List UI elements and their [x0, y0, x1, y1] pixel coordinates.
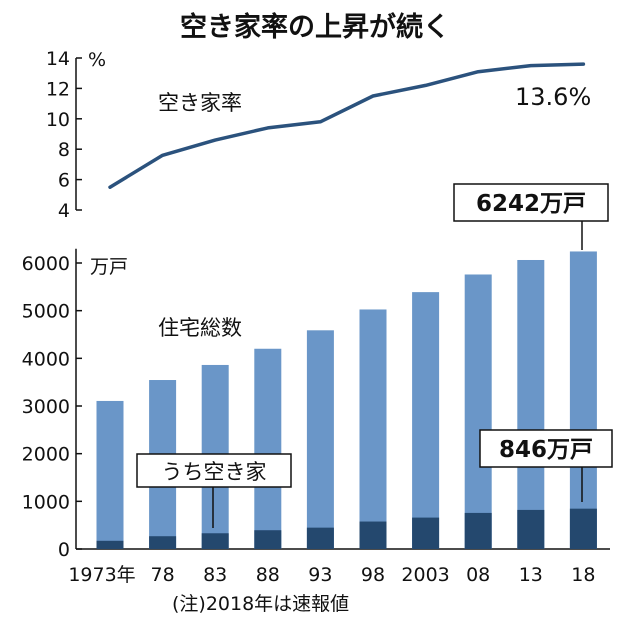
- x-tick-label: 13: [519, 564, 543, 586]
- x-tick-label: 2003: [401, 564, 449, 586]
- line-series-label: 空き家率: [158, 91, 242, 115]
- bar-vacant-1973: [96, 540, 124, 549]
- callout-vacant: 846万戸: [479, 429, 613, 502]
- bar-plot: [96, 251, 597, 549]
- line-y-tick-label: 14: [46, 48, 70, 70]
- line-series-path: [108, 62, 586, 189]
- bar-total-93: [306, 330, 334, 549]
- line-y-tick-label: 6: [58, 170, 70, 192]
- x-tick-label: 78: [151, 564, 175, 586]
- line-end-label: 13.6%: [515, 83, 591, 111]
- bar-vacant-93: [306, 527, 334, 549]
- bar-total-08: [464, 274, 492, 549]
- bar-series-total-label: 住宅総数: [158, 316, 242, 340]
- bar-y-tick-label: 1000: [22, 491, 70, 513]
- x-tick-label: 88: [256, 564, 280, 586]
- x-tick-label: 08: [466, 564, 490, 586]
- line-y-tick-label: 12: [46, 78, 70, 100]
- bar-y-tick-label: 3000: [22, 396, 70, 418]
- callout-total: 6242万戸: [453, 183, 609, 250]
- bar-vacant-88: [254, 530, 282, 549]
- line-y-tick-label: 8: [58, 139, 70, 161]
- footnote: (注)2018年は速報値: [172, 593, 349, 615]
- bar-y-tick-label: 4000: [22, 348, 70, 370]
- line-y-tick-label: 10: [46, 109, 70, 131]
- bar-vacant-2003: [412, 517, 440, 549]
- bar-total-13: [517, 259, 545, 549]
- bar-chart-y-axis: 0 1000 2000 3000 4000 5000 6000: [22, 248, 610, 561]
- bar-total-2003: [412, 292, 440, 549]
- bar-total-1973: [96, 400, 124, 549]
- line-plot: [108, 62, 586, 189]
- bar-vacant-08: [464, 512, 492, 549]
- callout-vacant-legend: うち空き家: [136, 453, 292, 528]
- bar-y-tick-label: 2000: [22, 444, 70, 466]
- bar-y-tick-label: 6000: [22, 253, 70, 275]
- x-tick-label: 93: [308, 564, 332, 586]
- bar-vacant-18: [569, 508, 597, 549]
- x-tick-label: 83: [203, 564, 227, 586]
- bar-chart-unit: 万戸: [90, 256, 128, 278]
- bar-total-98: [359, 309, 387, 549]
- bar-y-tick-label: 0: [58, 539, 70, 561]
- line-chart-y-axis: 4 6 8 10 12 14: [46, 48, 82, 222]
- x-tick-label: 98: [361, 564, 385, 586]
- bar-y-tick-label: 5000: [22, 301, 70, 323]
- callout-vacant-legend-text: うち空き家: [162, 460, 267, 484]
- callout-vacant-box: [479, 429, 613, 468]
- callout-vacant-legend-box: [136, 453, 292, 488]
- bar-vacant-98: [359, 521, 387, 549]
- bar-vacant-83: [201, 533, 229, 549]
- line-y-tick-label: 4: [58, 200, 70, 222]
- callout-total-box: [453, 183, 609, 222]
- callout-vacant-text: 846万戸: [499, 437, 593, 463]
- x-axis-tick-labels: 1973年 78 83 88 93 98 2003 08 13 18: [68, 564, 595, 586]
- bar-vacant-78: [149, 536, 177, 549]
- bar-total-18: [569, 251, 597, 549]
- x-tick-label: 1973年: [68, 564, 135, 586]
- x-tick-label: 18: [571, 564, 595, 586]
- line-chart-unit: %: [88, 49, 106, 71]
- chart-title: 空き家率の上昇が続く: [180, 11, 450, 43]
- bar-total-88: [254, 348, 282, 549]
- callout-total-text: 6242万戸: [476, 191, 586, 217]
- bar-vacant-13: [517, 509, 545, 549]
